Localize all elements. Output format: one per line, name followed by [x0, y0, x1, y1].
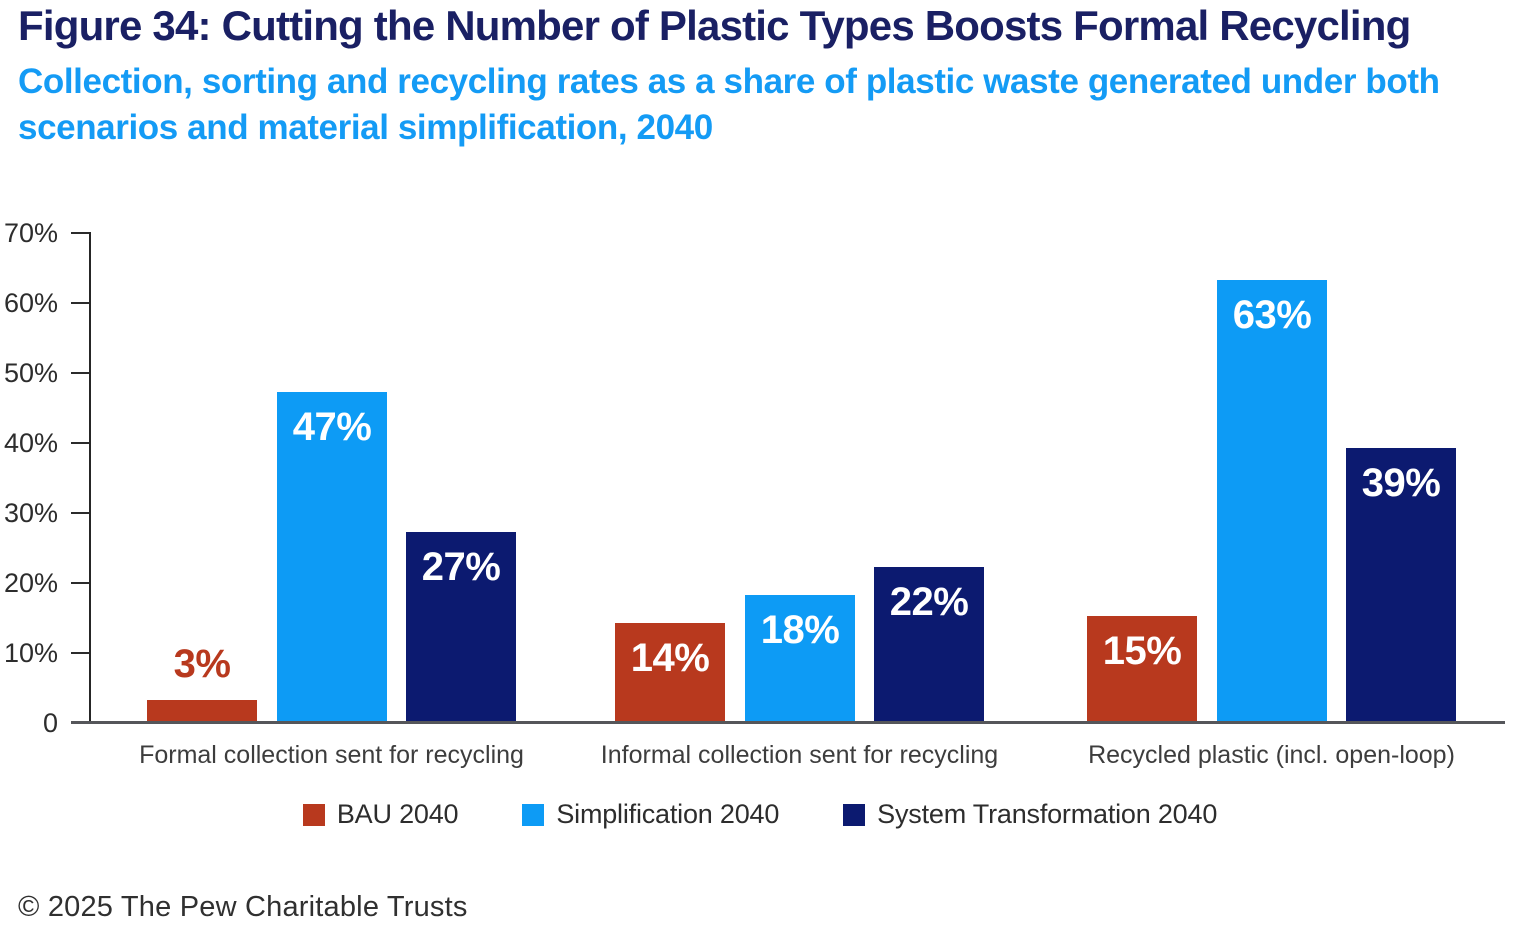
y-tick-mark	[71, 372, 91, 374]
y-tick-label: 40%	[3, 428, 58, 458]
legend: BAU 2040 Simplification 2040 System Tran…	[0, 799, 1520, 830]
legend-item-system-transformation-2040: System Transformation 2040	[843, 799, 1217, 830]
y-tick-label: 20%	[3, 568, 58, 598]
category-label: Informal collection sent for recycling	[600, 741, 999, 769]
bar-value-label: 39%	[1361, 461, 1441, 505]
legend-label: Simplification 2040	[556, 799, 780, 829]
bar	[745, 595, 855, 721]
y-tick-label: 10%	[3, 638, 58, 668]
bar	[147, 700, 257, 721]
bar	[1217, 280, 1327, 721]
y-axis	[89, 232, 91, 723]
legend-label: BAU 2040	[336, 799, 459, 829]
bar-value-label: 22%	[889, 580, 969, 624]
bar-value-label: 18%	[760, 608, 840, 652]
figure-header: Figure 34: Cutting the Number of Plastic…	[18, 2, 1506, 151]
legend-item-bau-2040: BAU 2040	[302, 799, 459, 830]
bar-value-label: 47%	[292, 405, 372, 449]
figure-subtitle: Collection, sorting and recycling rates …	[18, 62, 1440, 148]
figure-title: Figure 34: Cutting the Number of Plastic…	[18, 2, 1411, 49]
y-tick-mark	[71, 582, 91, 584]
bar-value-label: 3%	[173, 642, 231, 686]
bar	[277, 392, 387, 721]
bar-value-label: 63%	[1232, 293, 1312, 337]
y-tick-label: 30%	[3, 498, 58, 528]
bar	[1346, 448, 1456, 721]
y-tick-label: 70%	[3, 218, 58, 248]
y-tick-label: 50%	[3, 358, 58, 388]
legend-swatch-bau-2040	[302, 803, 325, 826]
category-label: Formal collection sent for recycling	[139, 741, 524, 769]
bar-value-label: 14%	[630, 636, 710, 680]
bar-value-label: 27%	[421, 545, 501, 589]
y-tick-label: 0	[42, 708, 58, 738]
y-tick-mark	[71, 652, 91, 654]
bar	[1087, 616, 1197, 721]
y-tick-mark	[71, 302, 91, 304]
bar	[615, 623, 725, 721]
legend-label: System Transformation 2040	[877, 799, 1218, 829]
category-label: Recycled plastic (incl. open-loop)	[1088, 741, 1455, 769]
bar	[406, 532, 516, 721]
legend-swatch-simplification-2040	[522, 803, 545, 826]
legend-swatch-system-transformation-2040	[843, 803, 866, 826]
y-tick-mark	[71, 512, 91, 514]
bar	[874, 567, 984, 721]
legend-item-simplification-2040: Simplification 2040	[522, 799, 779, 830]
y-tick-mark	[71, 442, 91, 444]
x-axis	[71, 721, 1505, 724]
bar-value-label: 15%	[1102, 629, 1182, 673]
y-tick-mark	[71, 232, 91, 234]
copyright-text: © 2025 The Pew Charitable Trusts	[18, 891, 468, 923]
y-tick-label: 60%	[3, 288, 58, 318]
